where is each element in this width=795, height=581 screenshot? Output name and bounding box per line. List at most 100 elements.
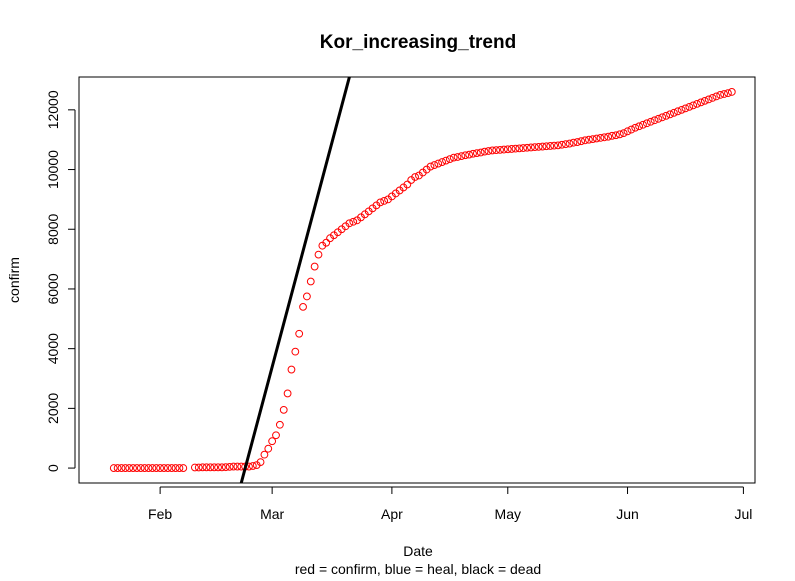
data-point [658,113,667,122]
data-point [449,153,458,162]
data-point [349,217,358,226]
data-point [279,405,288,414]
y-tick-label: 12000 [45,90,61,129]
data-point [121,464,130,472]
data-point [480,147,489,156]
data-point [345,219,354,228]
data-point [515,144,524,153]
x-tick-label: Jun [616,506,639,522]
data-point [503,145,512,154]
data-point [445,155,454,163]
x-tick-label: Jul [734,506,752,522]
data-point [650,116,659,125]
data-point [530,143,539,152]
data-point [635,122,644,131]
data-point [612,131,620,140]
data-point [619,129,628,138]
data-point [175,464,184,472]
data-point [148,464,157,472]
data-point [685,102,694,111]
data-point [322,238,331,247]
data-point [673,107,682,116]
data-point [306,277,315,286]
data-point [542,142,551,151]
data-point [476,148,485,157]
data-point [557,140,566,149]
data-point [248,462,257,470]
data-point [190,463,199,472]
data-point [500,145,508,154]
x-tick-label: Apr [381,506,403,522]
data-point [592,134,601,143]
data-point [472,149,481,158]
data-point [109,464,118,472]
data-point [152,464,161,472]
data-point [550,141,559,150]
data-point [291,347,300,356]
data-point [511,144,520,153]
y-tick-label: 0 [45,464,61,472]
data-point [654,114,663,123]
data-point [461,151,470,160]
data-point [496,145,504,154]
x-tick-label: May [495,506,521,522]
x-axis: Feb Mar Apr May Jun Jul [148,486,752,522]
plot-region [109,77,736,483]
data-point [488,146,497,155]
data-point [457,152,466,161]
data-point [600,133,609,142]
data-point [700,96,709,105]
data-point [689,101,698,110]
data-point [268,437,277,446]
data-point [492,146,501,155]
data-point [206,463,215,472]
data-point [546,142,555,150]
data-point [376,198,385,207]
data-point [534,142,543,151]
data-point [631,123,640,132]
data-point [221,463,230,472]
y-axis-label: confirm [6,257,22,303]
data-point [577,137,586,146]
data-point [411,173,419,181]
data-point [129,464,137,472]
data-point [113,464,122,472]
data-point [225,462,234,471]
y-tick-label: 6000 [45,273,61,304]
chart-subtitle: red = confirm, blue = heal, black = dead [295,561,541,577]
data-point [584,135,593,144]
y-tick-label: 8000 [45,213,61,244]
data-point [136,464,145,472]
data-point [693,99,701,108]
data-point [507,145,516,153]
data-point [299,302,307,311]
data-point [264,444,273,453]
data-point [295,329,304,338]
data-point [642,119,651,128]
chart-title: Kor_increasing_trend [320,32,516,53]
data-point [140,464,149,472]
data-point [669,108,678,117]
data-point [662,111,671,120]
data-point [527,143,535,152]
data-point [210,463,219,472]
x-tick-label: Mar [260,506,284,522]
data-point [163,464,172,472]
data-point [523,143,531,152]
data-point [573,138,582,146]
data-point [608,131,616,140]
data-point [712,92,721,101]
data-point [426,162,435,171]
data-point [167,464,176,472]
data-point [627,125,636,134]
data-point [171,464,180,472]
data-point [615,130,624,139]
data-point [272,431,280,440]
data-point [403,180,412,189]
data-point [681,104,690,113]
data-point [646,117,655,126]
data-point [179,464,188,472]
data-point [283,389,292,398]
data-point [519,144,528,152]
data-point [697,98,705,107]
